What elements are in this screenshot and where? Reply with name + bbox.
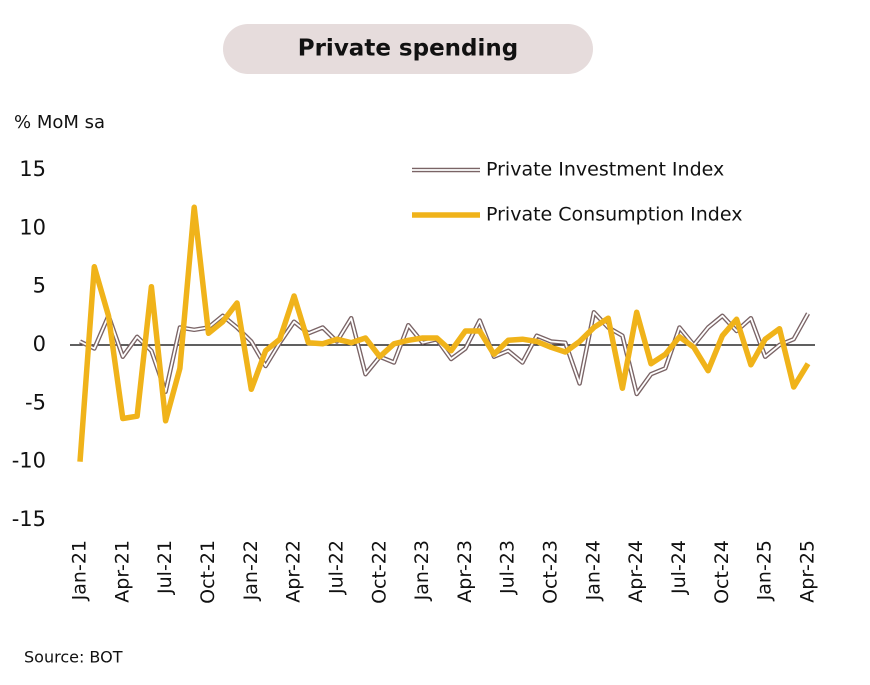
source: Source: BOT [24, 648, 123, 667]
x-tick-label: Oct-24 [711, 540, 733, 604]
x-tick-label: Jul-23 [497, 540, 519, 595]
chart-title: Private spending [298, 36, 519, 62]
y-tick-label: -10 [12, 449, 46, 473]
y-tick-label: -5 [25, 390, 46, 414]
y-tick-label: 10 [19, 215, 46, 239]
series-line [77, 204, 811, 462]
x-tick-label: Apr-23 [454, 540, 476, 603]
x-tick-label: Jul-24 [668, 540, 690, 595]
legend-label: Private Investment Index [486, 159, 724, 181]
x-tick-label: Jan-24 [582, 540, 604, 601]
series-line-inner [79, 311, 809, 395]
y-tick-label: 5 [33, 274, 46, 298]
x-tick-label: Jan-25 [754, 540, 776, 601]
x-tick-label: Apr-24 [625, 540, 647, 603]
y-tick-label: 15 [19, 157, 46, 181]
x-tick-label: Oct-22 [368, 540, 390, 604]
x-tick-label: Jul-22 [325, 540, 347, 595]
x-tick-label: Oct-21 [197, 540, 219, 604]
legend-label: Private Consumption Index [486, 204, 742, 226]
x-tick-label: Jan-21 [69, 540, 91, 601]
x-tick-label: Apr-25 [797, 540, 819, 603]
y-tick-label: 0 [33, 332, 46, 356]
y-axis-label: % MoM sa [14, 112, 105, 133]
y-tick-label: -15 [12, 507, 46, 531]
x-tick-label: Apr-22 [283, 540, 305, 603]
x-tick-label: Jul-21 [154, 540, 176, 595]
x-tick-label: Jan-22 [240, 540, 262, 601]
title-pill [223, 24, 593, 74]
x-tick-label: Oct-23 [540, 540, 562, 604]
x-tick-label: Jan-23 [411, 540, 433, 601]
x-tick-label: Apr-21 [111, 540, 133, 603]
